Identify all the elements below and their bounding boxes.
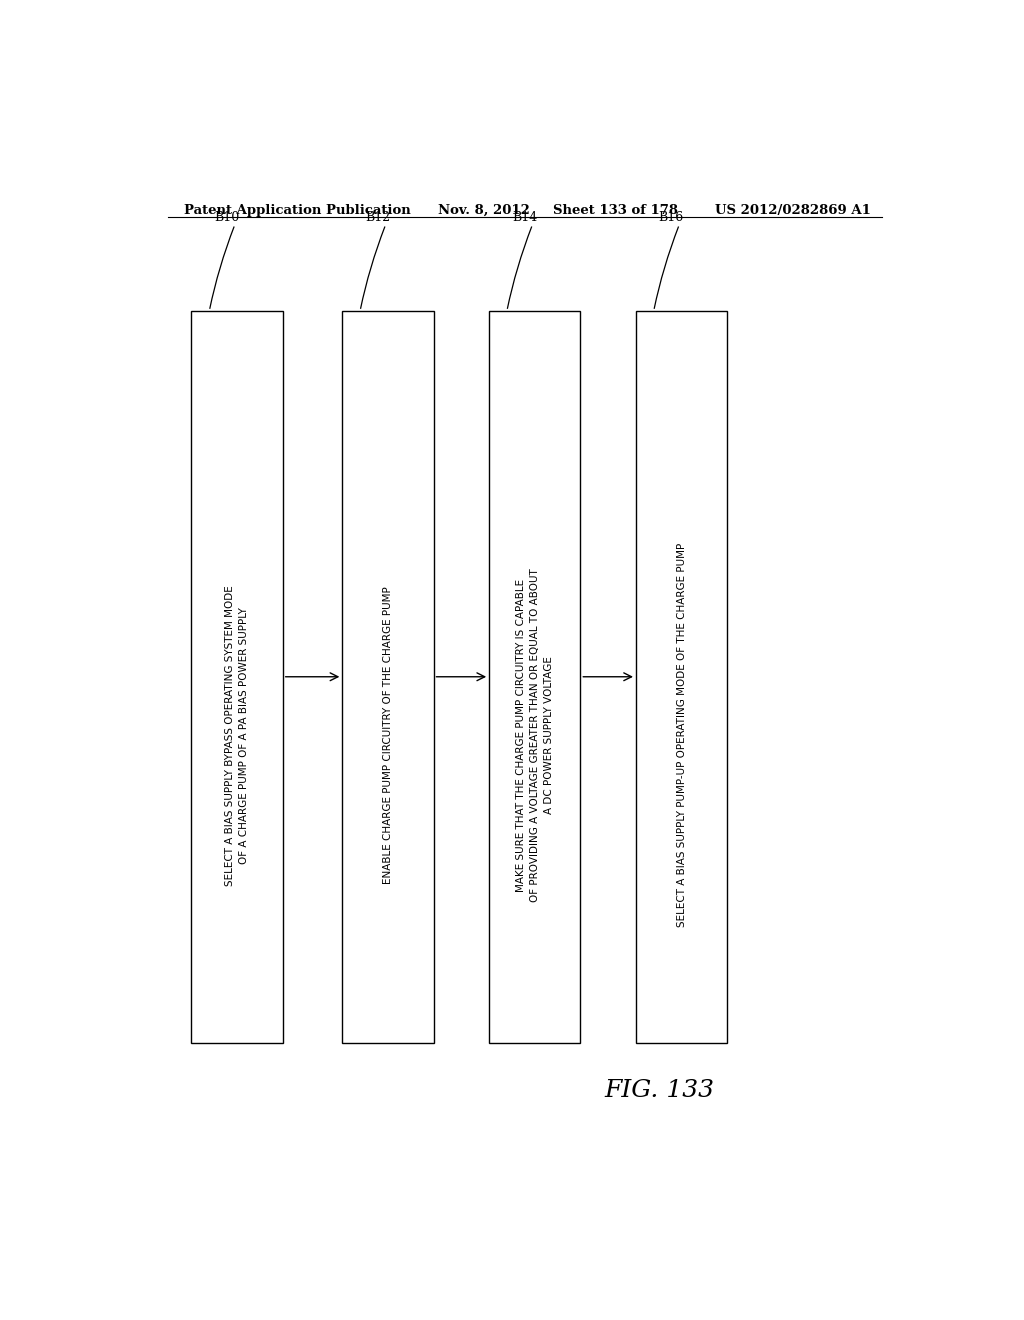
Text: B16: B16 (658, 211, 684, 224)
Text: MAKE SURE THAT THE CHARGE PUMP CIRCUITRY IS CAPABLE
OF PROVIDING A VOLTAGE GREAT: MAKE SURE THAT THE CHARGE PUMP CIRCUITRY… (516, 569, 554, 902)
Text: B10: B10 (214, 211, 240, 224)
Bar (489, 312, 581, 1043)
Text: FIG. 133: FIG. 133 (604, 1078, 714, 1102)
Text: SELECT A BIAS SUPPLY BYPASS OPERATING SYSTEM MODE
OF A CHARGE PUMP OF A PA BIAS : SELECT A BIAS SUPPLY BYPASS OPERATING SY… (225, 585, 249, 886)
Text: B12: B12 (366, 211, 390, 224)
Text: SELECT A BIAS SUPPLY PUMP-UP OPERATING MODE OF THE CHARGE PUMP: SELECT A BIAS SUPPLY PUMP-UP OPERATING M… (677, 544, 686, 928)
Text: Patent Application Publication: Patent Application Publication (183, 205, 411, 216)
Text: Sheet 133 of 178: Sheet 133 of 178 (553, 205, 678, 216)
Bar (342, 312, 433, 1043)
Text: B14: B14 (512, 211, 538, 224)
Text: US 2012/0282869 A1: US 2012/0282869 A1 (715, 205, 871, 216)
Bar (191, 312, 283, 1043)
Bar (636, 312, 727, 1043)
Text: ENABLE CHARGE PUMP CIRCUITRY OF THE CHARGE PUMP: ENABLE CHARGE PUMP CIRCUITRY OF THE CHAR… (383, 586, 393, 884)
Text: Nov. 8, 2012: Nov. 8, 2012 (437, 205, 529, 216)
